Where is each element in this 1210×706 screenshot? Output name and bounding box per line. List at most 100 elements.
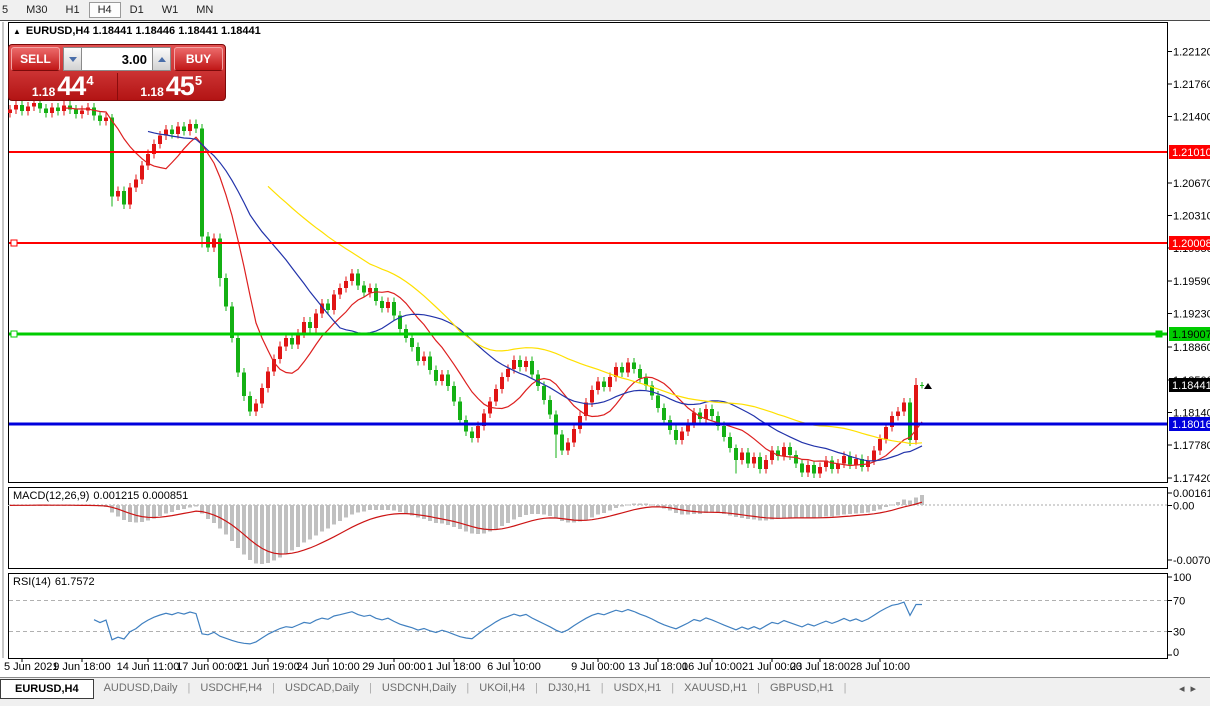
svg-text:21 Jun 19:00: 21 Jun 19:00 <box>236 661 300 673</box>
svg-text:1.21760: 1.21760 <box>1173 79 1210 91</box>
tab-dj30-h1[interactable]: DJ30,H1 <box>547 682 591 694</box>
timeframe-button-m30[interactable]: M30 <box>26 4 48 16</box>
buy-price-prefix: 1.18 <box>140 85 164 99</box>
tab-separator: | <box>600 682 604 694</box>
ma-medium-line <box>147 130 923 462</box>
chart-symbol-label: EURUSD,H4 <box>25 25 90 37</box>
timeframe-button-d1[interactable]: D1 <box>129 4 144 16</box>
tab-separator: | <box>671 682 675 694</box>
timeframe-button-5[interactable]: 5 <box>2 4 9 16</box>
expand-triangle-icon[interactable]: ▲ <box>13 27 21 36</box>
tab-separator: | <box>272 682 275 694</box>
chart-title: ▲ EURUSD,H4 1.18441 1.18446 1.18441 1.184… <box>13 25 261 37</box>
rsi-pane[interactable]: 100 70 30 0 <box>9 572 1191 659</box>
svg-text:1.22120: 1.22120 <box>1173 46 1210 58</box>
volume-increase-button[interactable] <box>152 47 171 71</box>
svg-text:1.20008: 1.20008 <box>1172 238 1210 250</box>
current-bar-arrow-icon <box>924 383 932 389</box>
tab-separator: | <box>187 682 191 694</box>
svg-text:1.18860: 1.18860 <box>1173 342 1210 354</box>
svg-text:5 Jun 2021: 5 Jun 2021 <box>4 661 58 673</box>
svg-text:29 Jun 00:00: 29 Jun 00:00 <box>362 661 426 673</box>
timeframe-button-h4[interactable]: H4 <box>88 2 121 18</box>
chart-tab-bar: EURUSD,H4 AUDUSD,Daily | USDCHF,H4 | USDCAD,D… <box>0 677 1210 706</box>
sell-price-display[interactable]: 1.18 44 4 <box>11 72 115 101</box>
tab-gbpusd-h1[interactable]: GBPUSD,H1 <box>769 682 834 694</box>
svg-text:1.21010: 1.21010 <box>1172 147 1210 159</box>
timeframe-button-h1[interactable]: H1 <box>65 4 80 16</box>
volume-input[interactable] <box>82 47 152 71</box>
svg-text:1.18016: 1.18016 <box>1172 419 1210 431</box>
macd-values: 0.001215 0.000851 <box>93 490 189 502</box>
level-lines[interactable] <box>9 151 1167 426</box>
svg-text:0: 0 <box>1173 647 1179 659</box>
tab-separator: | <box>466 682 470 694</box>
tab-separator: | <box>368 682 372 694</box>
svg-text:16 Jul 10:00: 16 Jul 10:00 <box>682 661 742 673</box>
svg-text:1.19230: 1.19230 <box>1173 309 1210 321</box>
svg-text:17 Jun 00:00: 17 Jun 00:00 <box>176 661 240 673</box>
price-divider <box>116 73 118 100</box>
tab-xauusd-h1[interactable]: XAUUSD,H1 <box>684 682 748 694</box>
buy-price-display[interactable]: 1.18 45 5 <box>120 72 224 101</box>
svg-text:1.17780: 1.17780 <box>1173 440 1210 452</box>
timeframe-button-mn[interactable]: MN <box>196 4 214 16</box>
sell-button[interactable]: SELL <box>11 47 60 71</box>
tab-separator: | <box>843 682 847 694</box>
tab-scroll-left-icon[interactable]: ◂ <box>1178 683 1191 695</box>
svg-text:1.20310: 1.20310 <box>1173 211 1210 223</box>
tab-separator: | <box>535 682 538 694</box>
sell-price-pip-digit: 4 <box>86 73 94 88</box>
buy-price-big-digits: 45 <box>165 71 195 101</box>
svg-text:6 Jul 10:00: 6 Jul 10:00 <box>487 661 541 673</box>
svg-text:14 Jun 11:00: 14 Jun 11:00 <box>117 661 180 673</box>
rsi-indicator-label: RSI(14) 61.7572 <box>13 576 99 588</box>
tab-audusd-daily[interactable]: AUDUSD,Daily <box>103 682 178 694</box>
price-axis[interactable]: 1.221201.217601.214001.206701.203101.199… <box>1167 46 1210 485</box>
volume-decrease-button[interactable] <box>63 47 82 71</box>
tab-scroll-right-icon[interactable]: ▸ <box>1190 683 1202 695</box>
timeframe-button-w1[interactable]: W1 <box>161 4 179 16</box>
svg-text:1 Jul 18:00: 1 Jul 18:00 <box>427 661 481 673</box>
rsi-name: RSI(14) <box>13 576 51 588</box>
svg-text:1.17420: 1.17420 <box>1173 473 1210 485</box>
tab-usdx-h1[interactable]: USDX,H1 <box>613 682 662 694</box>
svg-text:1.19590: 1.19590 <box>1173 276 1210 288</box>
svg-text:1.18140: 1.18140 <box>1173 408 1210 420</box>
sell-price-big-digits: 44 <box>57 71 86 101</box>
svg-text:1.21400: 1.21400 <box>1173 112 1210 124</box>
macd-indicator-label: MACD(12,26,9) 0.001215 0.000851 <box>13 490 192 502</box>
buy-button[interactable]: BUY <box>174 47 223 71</box>
svg-text:1.20670: 1.20670 <box>1173 178 1210 190</box>
svg-text:30: 30 <box>1173 627 1185 639</box>
svg-text:9 Jul 00:00: 9 Jul 00:00 <box>571 661 625 673</box>
tab-usdcad-daily[interactable]: USDCAD,Daily <box>285 682 359 694</box>
volume-control <box>63 47 171 71</box>
sell-price-prefix: 1.18 <box>31 85 56 99</box>
timeframe-toolbar: 5 M30 H1 H4 D1 W1 MN <box>0 0 1210 21</box>
triangle-down-icon <box>68 56 77 62</box>
rsi-value: 61.7572 <box>54 576 95 588</box>
chart-ohlc-values: 1.18441 1.18446 1.18441 1.18441 <box>92 25 261 37</box>
svg-text:28 Jul 10:00: 28 Jul 10:00 <box>850 661 910 673</box>
tab-usdcnh-daily[interactable]: USDCNH,Daily <box>381 682 457 694</box>
triangle-up-icon <box>157 56 166 62</box>
svg-text:100: 100 <box>1173 572 1191 584</box>
svg-text:1.18441: 1.18441 <box>1172 380 1210 392</box>
main-pane-frame <box>8 22 1168 659</box>
tab-usdchf-h4[interactable]: USDCHF,H4 <box>200 682 263 694</box>
macd-name: MACD(12,26,9) <box>13 490 90 502</box>
svg-text:1.19007: 1.19007 <box>1172 329 1210 341</box>
tab-ukoil-h4[interactable]: UKOil,H4 <box>479 682 526 694</box>
svg-text:0.00: 0.00 <box>1173 500 1194 512</box>
tab-eurusd-h4[interactable]: EURUSD,H4 <box>0 679 94 699</box>
svg-text:9 Jun 18:00: 9 Jun 18:00 <box>53 661 111 673</box>
svg-text:70: 70 <box>1173 595 1185 607</box>
tab-separator: | <box>757 682 760 694</box>
